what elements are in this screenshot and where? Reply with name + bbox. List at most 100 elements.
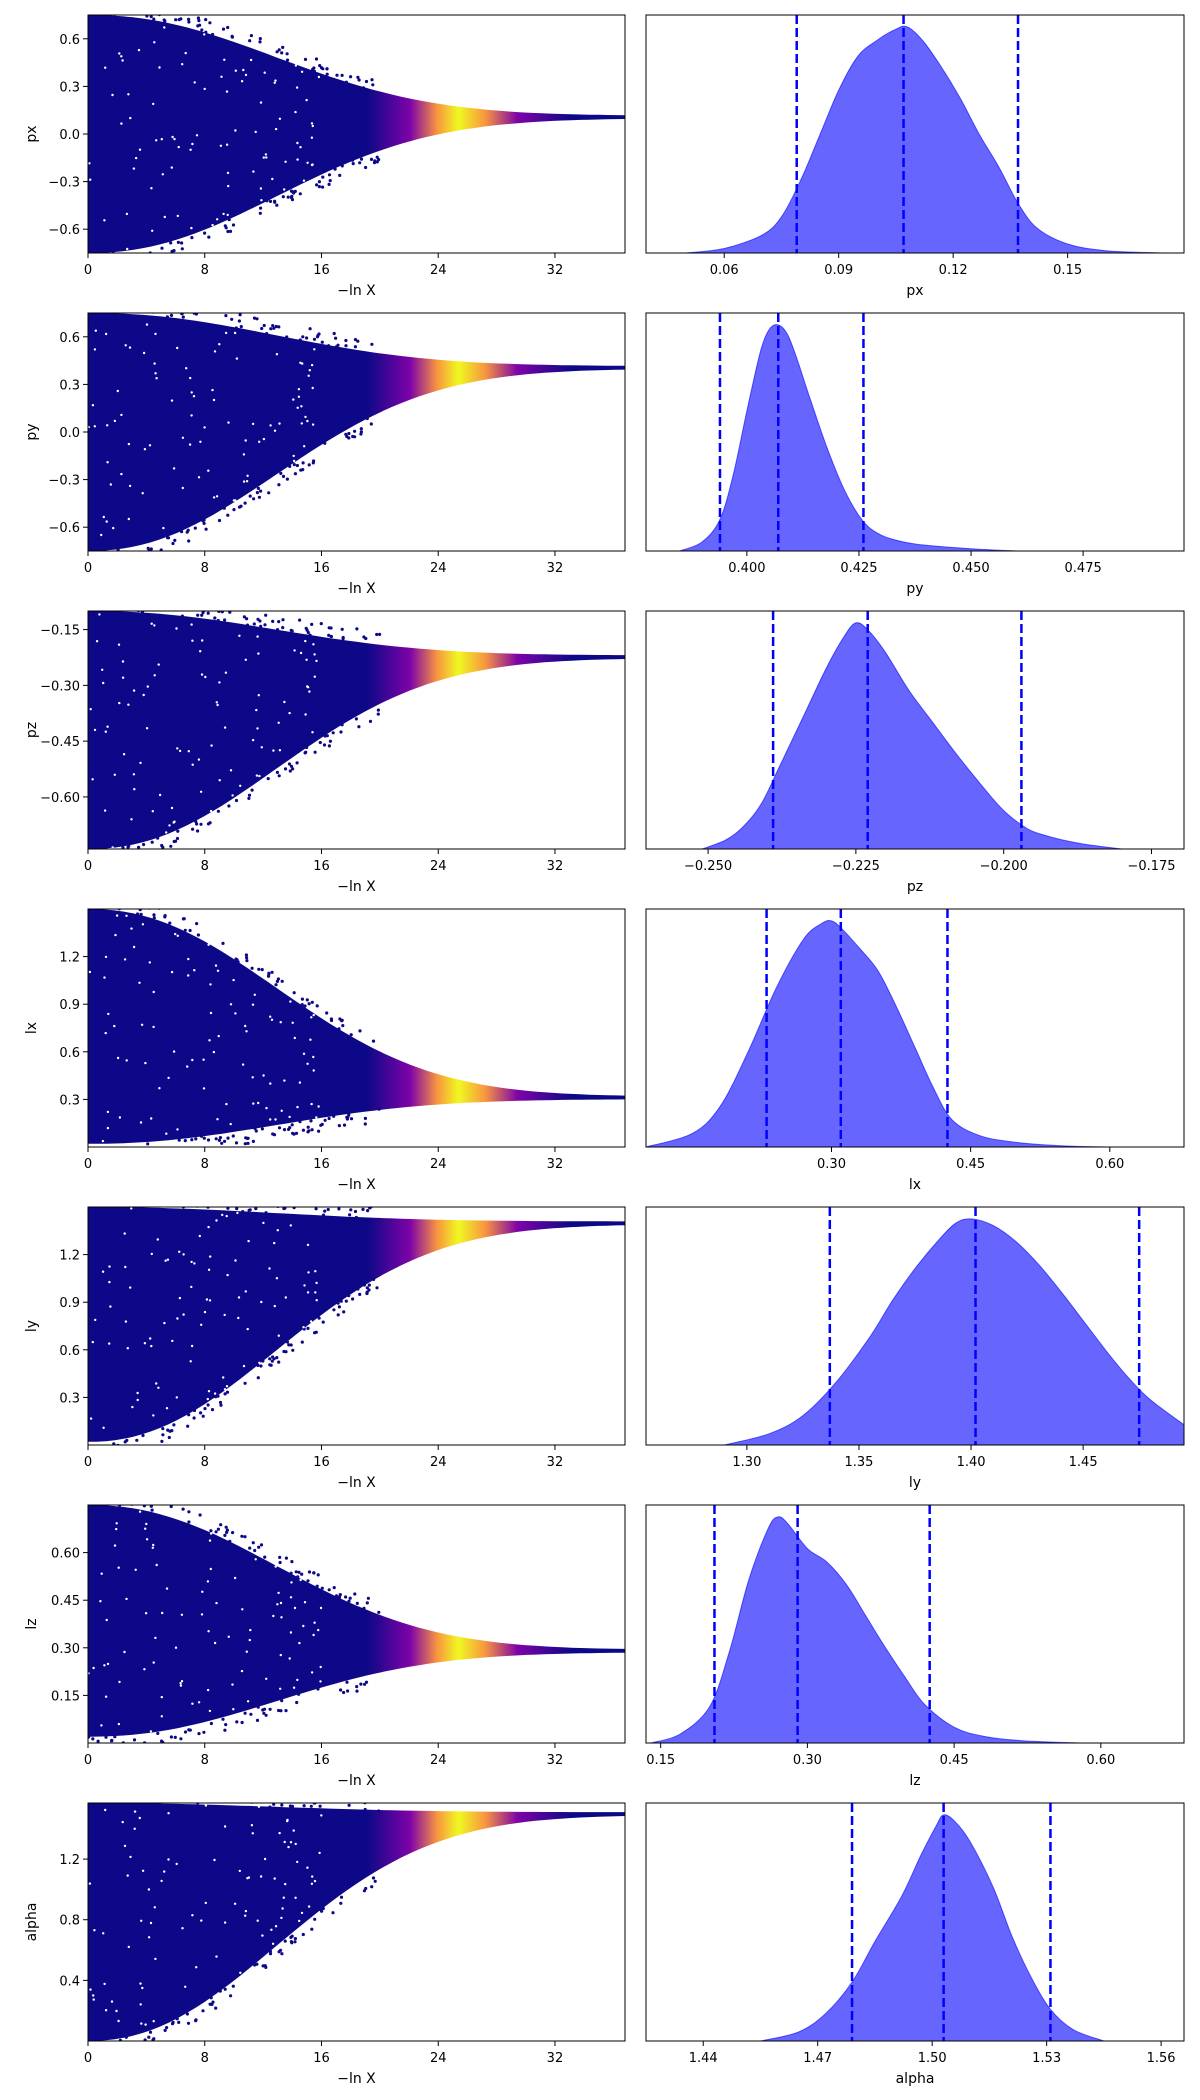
trace-gap	[114, 933, 117, 937]
trace-gap	[225, 143, 229, 146]
posterior-axes-frame	[645, 14, 1185, 254]
trace-point	[104, 1735, 108, 1739]
trace-gap	[199, 790, 203, 793]
trace-point	[96, 264, 99, 267]
trace-gap	[113, 1024, 116, 1028]
trace-gap	[200, 1613, 204, 1616]
trace-point	[109, 554, 112, 557]
trace-point	[369, 157, 374, 161]
trace-point	[99, 849, 102, 852]
trace-point	[231, 1134, 235, 1138]
trace-point	[243, 1142, 247, 1146]
trace-point	[99, 1501, 102, 1504]
trace-point	[139, 912, 143, 917]
trace-gap	[152, 1025, 155, 1029]
trace-point	[264, 1199, 267, 1202]
trace-point	[204, 527, 208, 531]
trace-gap	[152, 1661, 155, 1664]
trace-point	[214, 2006, 218, 2010]
trace-point	[365, 416, 369, 421]
y-tick-label: 1.2	[59, 1249, 80, 1264]
trace-gap	[206, 1580, 210, 1583]
trace-gap	[129, 1855, 132, 1859]
trace-point	[126, 1498, 129, 1501]
trace-gap	[138, 981, 141, 984]
trace-point	[133, 1195, 136, 1198]
trace-gap	[104, 1031, 107, 1035]
trace-point	[210, 2002, 214, 2006]
trace-point	[371, 1039, 376, 1043]
trace-point	[339, 1901, 343, 1905]
trace-point	[239, 325, 243, 329]
trace-gap	[103, 976, 106, 979]
posterior-outline	[702, 622, 1122, 849]
trace-point	[315, 1004, 319, 1008]
trace-point	[221, 941, 225, 946]
trace-point	[293, 1940, 297, 1944]
trace-gap	[151, 229, 154, 232]
trace-point	[166, 536, 170, 540]
trace-point	[314, 57, 319, 61]
y-axis-label: lx	[24, 1022, 40, 1034]
trace-gap	[162, 526, 165, 530]
trace-point	[287, 1343, 291, 1347]
trace-point	[237, 505, 242, 509]
trace-point	[184, 1195, 187, 1198]
trace-point	[216, 1394, 220, 1398]
trace-gap	[104, 1695, 108, 1698]
trace-gap	[126, 1874, 129, 1877]
trace-point	[196, 16, 200, 20]
trace-point	[209, 1996, 213, 2000]
trace-point	[221, 27, 226, 31]
trace-gap	[100, 533, 103, 537]
trace-point	[306, 1326, 310, 1330]
trace-gap	[300, 1911, 304, 1915]
trace-gap	[251, 1832, 254, 1835]
trace-gap	[171, 1339, 174, 1343]
trace-point	[177, 2020, 181, 2024]
trace-gap	[172, 467, 176, 470]
trace-gap	[248, 1638, 251, 1642]
trace-gap	[292, 398, 295, 401]
trace-point	[289, 1343, 293, 1347]
trace-gap	[206, 1397, 209, 1401]
trace-point	[223, 618, 227, 622]
x-tick-label: 0.400	[728, 561, 765, 576]
trace-point	[248, 1546, 252, 1550]
trace-point	[169, 603, 172, 606]
trace-point	[226, 1207, 230, 1210]
trace-point	[281, 45, 285, 50]
trace-point	[337, 1207, 341, 1211]
trace-gap	[167, 1858, 170, 1861]
trace-point	[303, 1004, 307, 1008]
trace-gap	[277, 721, 280, 724]
trace-point	[361, 86, 366, 90]
trace-gap	[251, 1003, 255, 1006]
trace-point	[277, 774, 281, 778]
trace-gap	[272, 749, 275, 752]
trace-point	[101, 1799, 104, 1802]
trace-gap	[216, 969, 220, 972]
trace-point	[187, 20, 191, 24]
trace-gap	[273, 81, 276, 85]
trace-point	[146, 1142, 150, 1146]
trace-gap	[111, 93, 114, 97]
trace-gap	[144, 1612, 148, 1615]
trace-points	[88, 1498, 625, 1743]
trace-point	[183, 1730, 188, 1734]
trace-point	[278, 1560, 282, 1565]
trace-gap	[229, 1003, 233, 1006]
trace-point	[340, 73, 344, 77]
trace-point	[145, 2041, 148, 2044]
x-tick-label: 32	[547, 1157, 564, 1172]
trace-point	[214, 1530, 218, 1534]
trace-gap	[306, 685, 309, 688]
trace-gap	[263, 1857, 267, 1861]
trace-point	[276, 628, 280, 632]
trace-gap	[250, 1824, 254, 1827]
trace-point	[211, 32, 215, 37]
x-tick-label: −0.225	[832, 859, 880, 874]
trace-point	[252, 622, 256, 626]
trace-gap	[88, 970, 92, 974]
y-axis-label: alpha	[24, 1903, 40, 1942]
